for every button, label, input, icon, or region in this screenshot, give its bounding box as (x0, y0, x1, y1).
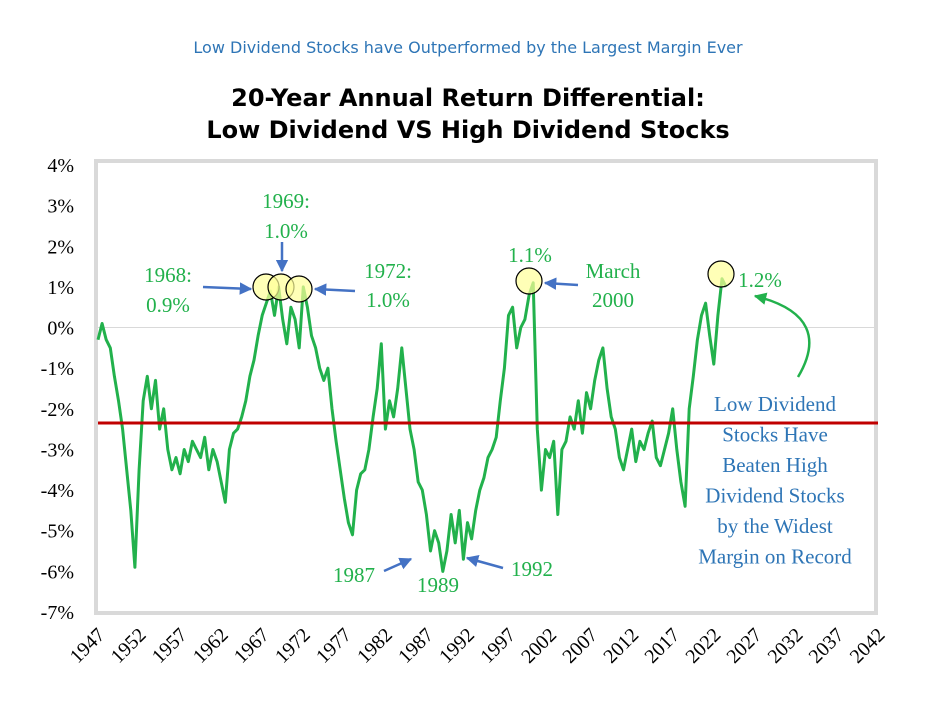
x-tick-label: 1967 (230, 624, 274, 668)
annotation: 2000 (592, 288, 634, 312)
annotation: Dividend Stocks (705, 484, 844, 508)
annotation: 1968: (144, 263, 192, 287)
x-tick-label: 1977 (312, 624, 356, 668)
x-tick-label: 1947 (66, 624, 110, 668)
x-tick-label: 2017 (640, 624, 684, 668)
x-tick-label: 1957 (148, 624, 192, 668)
annotation: 1.2% (738, 268, 782, 292)
annotation: 1.1% (508, 243, 552, 267)
arrow (202, 282, 253, 295)
arrow (543, 277, 579, 290)
x-tick-label: 2037 (805, 624, 849, 668)
highlights (252, 260, 735, 303)
x-tick-label: 1992 (435, 624, 479, 668)
x-tick-label: 2042 (846, 624, 890, 668)
annotation: Stocks Have (722, 423, 828, 447)
annotation: by the Widest (717, 514, 833, 538)
y-tick-label: -6% (41, 561, 74, 583)
x-tick-label: 1952 (107, 624, 151, 668)
x-tick-label: 2022 (681, 624, 725, 668)
x-tick-label: 1962 (189, 624, 233, 668)
y-tick-label: -7% (41, 602, 74, 624)
x-tick-label: 1972 (271, 624, 315, 668)
y-tick-label: -5% (41, 521, 74, 543)
y-tick-label: -1% (41, 358, 74, 380)
y-tick-label: 1% (47, 277, 74, 299)
arrows (202, 242, 579, 573)
annotation: 1989 (417, 573, 459, 597)
highlight-circle (707, 260, 735, 288)
annotation: 1992 (511, 557, 553, 581)
plot (96, 277, 878, 573)
y-tick-label: -3% (41, 439, 74, 461)
annotation: 1.0% (264, 219, 308, 243)
y-tick-label: 4% (47, 155, 74, 177)
y-tick-label: -2% (41, 399, 74, 421)
annotation: Margin on Record (698, 545, 852, 569)
annotation: 1.0% (366, 288, 410, 312)
annotation: Low Dividend (714, 392, 836, 416)
x-tick-label: 2007 (558, 624, 602, 668)
plot-frame (94, 159, 878, 615)
x-tick-label: 2027 (723, 624, 767, 668)
arrow (753, 292, 811, 378)
y-tick-label: 0% (47, 318, 74, 340)
annotation: 1969: (262, 189, 310, 213)
highlight-circle (285, 275, 313, 303)
chart-title: 20-Year Annual Return Differential: (231, 84, 705, 112)
arrow (383, 557, 413, 573)
x-tick-label: 1997 (476, 624, 520, 668)
y-tick-label: 3% (47, 196, 74, 218)
x-tick-label: 1982 (353, 624, 397, 668)
arrow (465, 554, 504, 570)
subtitle: Low Dividend Stocks have Outperformed by… (193, 38, 743, 57)
y-tick-label: -4% (41, 480, 74, 502)
arrow (313, 283, 356, 296)
annotation: Beaten High (722, 453, 828, 477)
annotation: 1972: (364, 259, 412, 283)
data-line (96, 277, 728, 573)
x-tick-label: 2012 (599, 624, 643, 668)
y-tick-label: 2% (47, 236, 74, 258)
x-tick-label: 2032 (764, 624, 808, 668)
chart-title: Low Dividend VS High Dividend Stocks (206, 116, 729, 144)
annotation: 0.9% (146, 293, 190, 317)
x-tick-label: 2002 (517, 624, 561, 668)
annotation: March (586, 259, 641, 283)
highlight-circle (515, 267, 543, 295)
annotation: 1987 (333, 563, 375, 587)
x-tick-label: 1987 (394, 624, 438, 668)
